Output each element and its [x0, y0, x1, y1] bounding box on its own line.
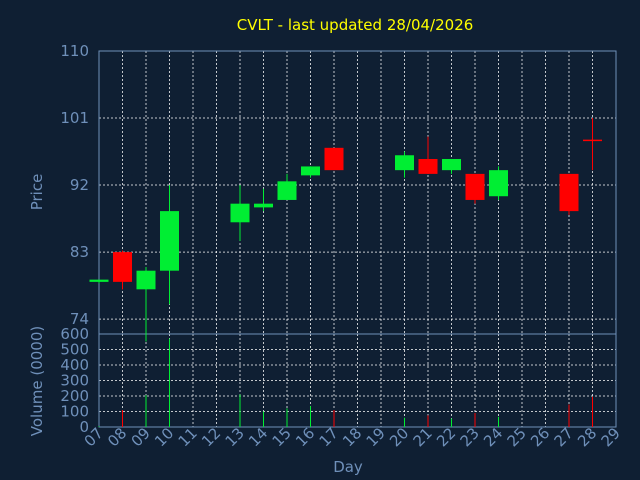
x-tick-label: 19	[363, 424, 389, 450]
x-tick-label: 23	[457, 424, 483, 450]
price-y-ticks: 74 83 92 101 110	[60, 42, 89, 328]
x-tick-label: 09	[128, 424, 154, 450]
x-tick-label: 18	[339, 424, 365, 450]
x-tick-label: 22	[433, 424, 459, 450]
volume-axis-title: Volume (0000)	[28, 326, 46, 436]
candle-body	[324, 147, 344, 171]
x-tick-label: 28	[574, 424, 600, 450]
x-tick-label: 25	[504, 424, 530, 450]
candle-body	[113, 252, 132, 282]
candle-body	[418, 158, 438, 174]
x-tick-label: 16	[292, 424, 318, 450]
price-grid	[99, 50, 616, 334]
chart-title: CVLT - last updated 28/04/2026	[237, 16, 474, 34]
x-tick-label: 13	[222, 424, 248, 450]
candle-body	[465, 173, 485, 200]
volume-grid	[99, 333, 616, 428]
x-axis-title: Day	[333, 458, 363, 476]
volume-bars	[98, 338, 593, 427]
x-tick-label: 15	[269, 424, 295, 450]
candle-body	[89, 279, 109, 282]
volume-y-tick-label: 300	[60, 372, 89, 390]
x-tick-label: 14	[245, 424, 271, 450]
candle-body	[301, 166, 320, 176]
candle-body	[395, 155, 414, 171]
x-tick-label: 27	[551, 424, 577, 450]
x-tick-label: 20	[386, 424, 412, 450]
price-y-tick-label: 92	[70, 176, 89, 194]
x-tick-label: 26	[527, 424, 553, 450]
x-tick-label: 10	[151, 424, 177, 450]
x-tick-label: 08	[104, 424, 130, 450]
candle-body	[559, 173, 579, 212]
x-tick-label: 12	[198, 424, 224, 450]
candle-body	[160, 211, 179, 271]
candle-body	[230, 203, 250, 223]
price-y-tick-label: 74	[70, 310, 89, 328]
price-axis-title: Price	[28, 174, 46, 211]
volume-panel-frame	[98, 333, 617, 428]
volume-y-tick-label: 400	[60, 356, 89, 374]
x-tick-label: 21	[410, 424, 436, 450]
price-y-tick-label: 83	[70, 243, 89, 261]
price-y-tick-label: 110	[60, 42, 89, 60]
candle-body	[489, 170, 508, 197]
candle-body	[277, 181, 297, 200]
x-tick-label: 24	[480, 424, 506, 450]
candle-body	[254, 203, 273, 208]
candles	[89, 118, 602, 342]
x-ticks: 0708091011121314151617181920212223242526…	[81, 424, 624, 450]
volume-y-tick-label: 100	[60, 403, 89, 421]
x-tick-label: 17	[316, 424, 342, 450]
volume-y-tick-label: 200	[60, 387, 89, 405]
candle-body	[136, 270, 156, 290]
price-y-tick-label: 101	[60, 109, 89, 127]
x-tick-label: 29	[598, 424, 624, 450]
volume-y-tick-label: 500	[60, 341, 89, 359]
volume-y-tick-label: 0	[79, 418, 89, 436]
x-tick-label: 11	[175, 424, 201, 450]
volume-y-tick-label: 600	[60, 325, 89, 343]
candle-body	[442, 158, 461, 171]
